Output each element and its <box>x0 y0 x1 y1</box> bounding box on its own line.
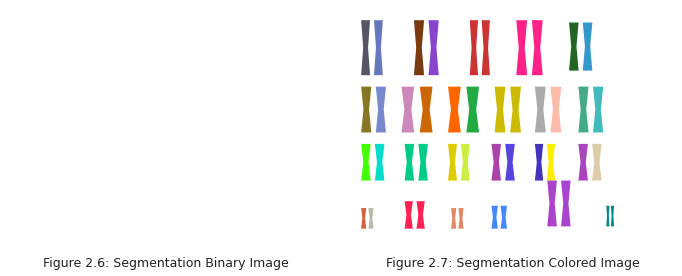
Polygon shape <box>561 181 571 226</box>
Polygon shape <box>116 144 125 181</box>
Polygon shape <box>74 144 83 181</box>
Polygon shape <box>16 87 26 132</box>
Polygon shape <box>106 208 112 229</box>
Polygon shape <box>248 144 258 181</box>
Polygon shape <box>481 20 490 75</box>
Polygon shape <box>505 144 515 181</box>
Polygon shape <box>16 144 25 181</box>
Polygon shape <box>547 144 555 181</box>
Polygon shape <box>104 144 113 181</box>
Polygon shape <box>203 144 212 181</box>
Polygon shape <box>492 206 498 229</box>
Polygon shape <box>535 87 546 132</box>
Polygon shape <box>466 87 479 132</box>
Polygon shape <box>30 87 40 132</box>
Polygon shape <box>418 144 428 181</box>
Polygon shape <box>376 87 386 132</box>
Polygon shape <box>368 208 374 229</box>
Polygon shape <box>88 20 99 75</box>
Polygon shape <box>448 144 457 181</box>
Polygon shape <box>190 144 199 181</box>
Polygon shape <box>535 144 543 181</box>
Polygon shape <box>461 144 470 181</box>
Polygon shape <box>578 87 589 132</box>
Polygon shape <box>60 201 68 229</box>
Polygon shape <box>150 87 160 132</box>
Polygon shape <box>162 144 172 181</box>
Polygon shape <box>72 20 83 75</box>
Text: Figure 2.7: Segmentation Colored Image: Figure 2.7: Segmentation Colored Image <box>386 257 640 270</box>
Polygon shape <box>104 87 116 132</box>
Polygon shape <box>470 20 478 75</box>
Polygon shape <box>147 206 153 229</box>
Polygon shape <box>492 144 501 181</box>
Polygon shape <box>35 20 46 75</box>
Text: Figure 2.6: Segmentation Binary Image: Figure 2.6: Segmentation Binary Image <box>43 257 288 270</box>
Polygon shape <box>60 144 70 181</box>
Polygon shape <box>494 87 505 132</box>
Polygon shape <box>250 87 260 132</box>
Polygon shape <box>548 181 557 226</box>
Polygon shape <box>420 87 432 132</box>
Polygon shape <box>258 206 262 226</box>
Polygon shape <box>234 144 244 181</box>
Polygon shape <box>402 87 414 132</box>
Polygon shape <box>175 20 186 75</box>
Polygon shape <box>361 208 366 229</box>
Polygon shape <box>374 20 383 75</box>
Polygon shape <box>361 144 371 181</box>
Polygon shape <box>458 208 464 229</box>
Polygon shape <box>375 144 385 181</box>
Polygon shape <box>72 201 80 229</box>
Polygon shape <box>128 20 136 75</box>
Polygon shape <box>203 181 212 226</box>
Polygon shape <box>414 20 424 75</box>
Polygon shape <box>510 87 521 132</box>
Polygon shape <box>114 208 119 229</box>
Polygon shape <box>241 23 251 71</box>
Polygon shape <box>190 87 202 132</box>
Polygon shape <box>404 201 413 229</box>
Polygon shape <box>428 20 439 75</box>
Polygon shape <box>550 87 561 132</box>
Polygon shape <box>583 23 593 71</box>
Polygon shape <box>164 87 175 132</box>
Polygon shape <box>57 87 70 132</box>
Polygon shape <box>191 20 203 75</box>
Polygon shape <box>227 23 237 71</box>
Polygon shape <box>156 206 162 229</box>
Polygon shape <box>592 144 602 181</box>
Polygon shape <box>24 208 29 229</box>
Polygon shape <box>216 181 226 226</box>
Polygon shape <box>207 87 218 132</box>
Polygon shape <box>16 208 22 229</box>
Polygon shape <box>451 208 456 229</box>
Polygon shape <box>20 20 31 75</box>
Polygon shape <box>501 206 507 229</box>
Polygon shape <box>404 144 414 181</box>
Polygon shape <box>593 87 603 132</box>
Polygon shape <box>140 20 148 75</box>
Polygon shape <box>147 144 157 181</box>
Polygon shape <box>417 201 425 229</box>
Polygon shape <box>606 206 610 226</box>
Polygon shape <box>578 144 588 181</box>
Polygon shape <box>263 206 266 226</box>
Polygon shape <box>237 87 246 132</box>
Polygon shape <box>361 20 370 75</box>
Polygon shape <box>611 206 614 226</box>
Polygon shape <box>29 144 38 181</box>
Polygon shape <box>75 87 88 132</box>
Polygon shape <box>361 87 371 132</box>
Polygon shape <box>516 20 527 75</box>
Polygon shape <box>532 20 543 75</box>
Polygon shape <box>121 87 134 132</box>
Polygon shape <box>569 23 578 71</box>
Polygon shape <box>448 87 461 132</box>
